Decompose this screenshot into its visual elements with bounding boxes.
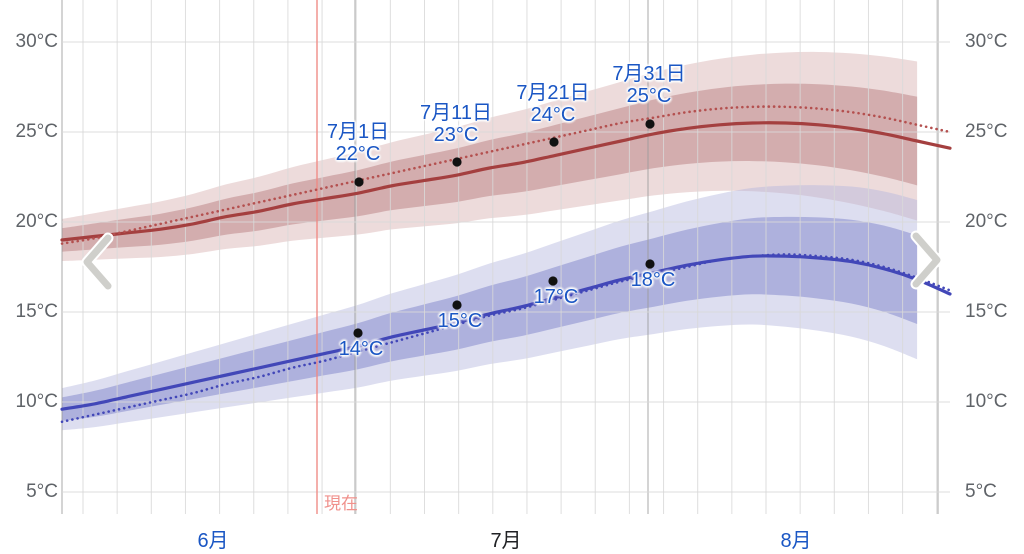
y-axis-tick-right-5: 5°C <box>965 481 997 502</box>
data-point-label-high-1: 7月1日 22°C <box>326 121 390 165</box>
y-axis-tick-right-15: 15°C <box>965 301 1008 322</box>
data-point-label-high-3: 7月21日 24°C <box>516 82 590 126</box>
chevron-right-icon[interactable] <box>906 230 946 290</box>
data-point-temp: 22°C <box>335 142 381 165</box>
data-point-label-high-4: 7月31日 25°C <box>612 63 686 107</box>
data-point-label-low-3: 7月21日 17°C <box>533 286 579 309</box>
x-axis-tick-june: 6月 <box>197 530 229 552</box>
data-point-temp: 25°C <box>626 84 672 107</box>
y-axis-tick-left-30: 30°C <box>15 31 58 52</box>
y-axis-tick-left-25: 25°C <box>15 121 58 142</box>
data-point-temp: 17°C <box>533 286 579 308</box>
data-point-date: 7月31日 <box>612 63 686 85</box>
data-point-label-high-2: 7月11日 23°C <box>420 102 492 146</box>
x-axis-tick-july: 7月 <box>490 530 522 552</box>
data-point-date: 7月1日 <box>326 121 390 143</box>
data-point-date: 7月21日 <box>516 82 590 104</box>
data-point-temp: 23°C <box>433 123 479 146</box>
data-point-label-low-4: 7月31日 18°C <box>630 269 676 292</box>
data-point-label-low-1: 7月1日 14°C <box>338 338 384 361</box>
data-point-temp: 15°C <box>437 310 483 332</box>
now-marker-label: 現在 <box>324 494 358 513</box>
y-axis-tick-right-25: 25°C <box>965 121 1008 142</box>
y-axis-tick-right-20: 20°C <box>965 211 1008 232</box>
y-axis-tick-right-30: 30°C <box>965 31 1008 52</box>
y-axis-tick-left-5: 5°C <box>26 481 58 502</box>
y-axis-tick-left-20: 20°C <box>15 211 58 232</box>
y-axis-tick-left-10: 10°C <box>15 391 58 412</box>
data-point-temp: 18°C <box>630 269 676 291</box>
y-axis-tick-left-15: 15°C <box>15 301 58 322</box>
data-point-date: 7月11日 <box>420 102 492 124</box>
data-point-label-low-2: 7月11日 15°C <box>437 310 483 333</box>
y-axis-tick-right-10: 10°C <box>965 391 1008 412</box>
data-point-temp: 24°C <box>530 103 576 126</box>
x-axis-tick-august: 8月 <box>780 530 812 552</box>
data-point-temp: 14°C <box>338 338 384 360</box>
chevron-left-icon[interactable] <box>78 232 118 292</box>
